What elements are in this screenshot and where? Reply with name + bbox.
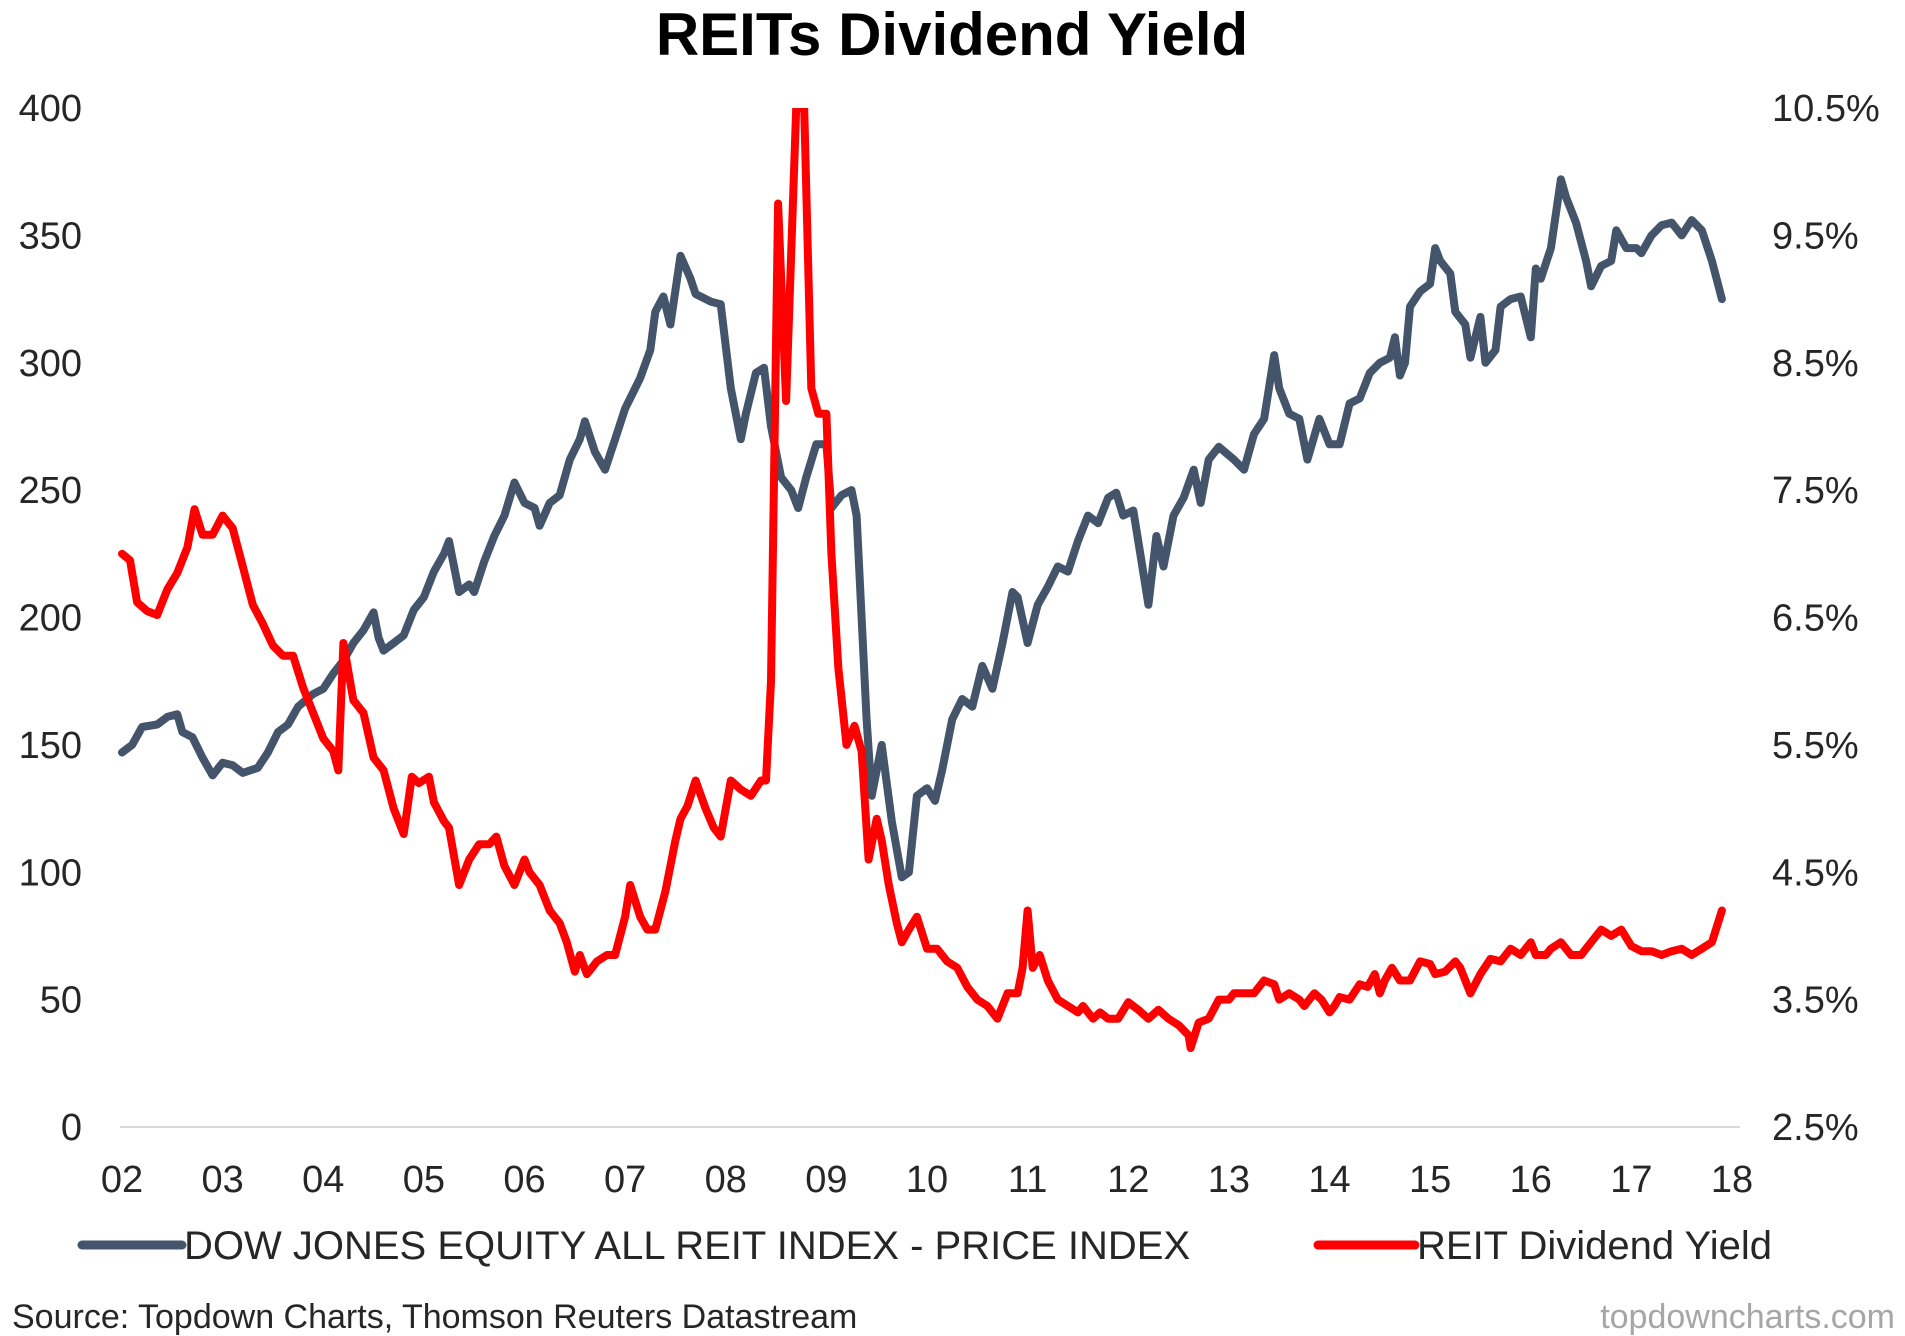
left-tick-label: 150 (19, 725, 82, 767)
watermark: topdowncharts.com (1600, 1298, 1895, 1336)
left-tick-label: 250 (19, 470, 82, 512)
left-tick-label: 400 (19, 88, 82, 130)
x-tick-label: 13 (1208, 1159, 1250, 1201)
x-axis-ticks: 02 03 04 05 06 07 08 09 10 11 12 13 14 15 16 17 18 (101, 1159, 1753, 1201)
series-line-reit-index (118, 175, 1726, 882)
series-lines (118, 108, 1726, 1052)
right-tick-label: 3.5% (1772, 980, 1859, 1022)
x-tick-label: 03 (201, 1159, 243, 1201)
right-tick-label: 2.5% (1772, 1107, 1859, 1149)
legend-label-reit-index: DOW JONES EQUITY ALL REIT INDEX - PRICE … (184, 1224, 1190, 1268)
right-tick-label: 5.5% (1772, 725, 1859, 767)
x-tick-label: 12 (1107, 1159, 1149, 1201)
x-tick-label: 07 (604, 1159, 646, 1201)
right-tick-label: 4.5% (1772, 852, 1859, 894)
left-tick-label: 350 (19, 215, 82, 257)
x-tick-label: 14 (1308, 1159, 1350, 1201)
left-tick-label: 300 (19, 343, 82, 385)
x-tick-label: 04 (302, 1159, 344, 1201)
left-tick-label: 0 (61, 1107, 82, 1149)
legend: DOW JONES EQUITY ALL REIT INDEX - PRICE … (77, 1224, 1772, 1268)
right-tick-label: 9.5% (1772, 215, 1859, 257)
left-axis-ticks: 0 50 100 150 200 250 300 350 400 (19, 88, 82, 1149)
legend-label-dividend-yield: REIT Dividend Yield (1417, 1224, 1772, 1268)
left-tick-label: 50 (40, 980, 82, 1022)
x-tick-label: 05 (403, 1159, 445, 1201)
x-tick-label: 02 (101, 1159, 143, 1201)
x-tick-label: 15 (1409, 1159, 1451, 1201)
x-tick-label: 11 (1008, 1159, 1047, 1201)
chart-title: REITs Dividend Yield (656, 1, 1248, 68)
left-tick-label: 200 (19, 598, 82, 640)
right-axis-ticks: 2.5% 3.5% 4.5% 5.5% 6.5% 7.5% 8.5% 9.5% 10.5% (1772, 88, 1880, 1149)
series-line-dividend-yield (118, 108, 1726, 1052)
x-tick-label: 06 (503, 1159, 545, 1201)
source-note: Source: Topdown Charts, Thomson Reuters … (12, 1298, 857, 1336)
right-tick-label: 6.5% (1772, 598, 1859, 640)
x-tick-label: 16 (1510, 1159, 1552, 1201)
x-tick-label: 08 (705, 1159, 747, 1201)
x-tick-label: 09 (805, 1159, 847, 1201)
right-tick-label: 7.5% (1772, 470, 1859, 512)
left-tick-label: 100 (19, 852, 82, 894)
x-tick-label: 17 (1610, 1159, 1652, 1201)
right-tick-label: 8.5% (1772, 343, 1859, 385)
x-tick-label: 10 (906, 1159, 948, 1201)
x-tick-label: 18 (1711, 1159, 1753, 1201)
right-tick-label: 10.5% (1772, 88, 1880, 130)
